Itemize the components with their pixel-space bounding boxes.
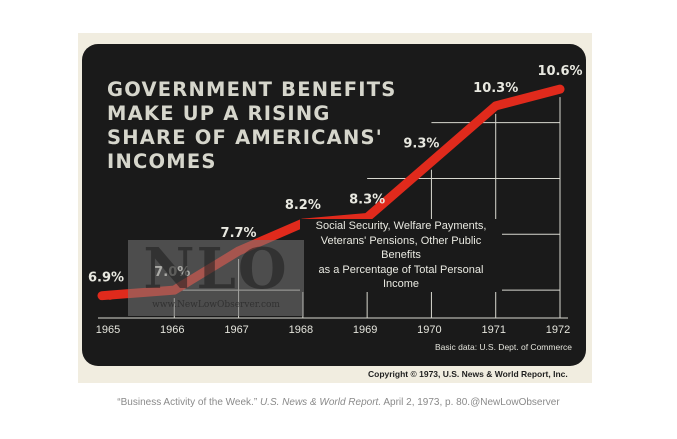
legend-line: as a Percentage of Total Personal Income [318,263,484,291]
title-line: SHARE OF AMERICANS' [107,126,383,149]
x-tick-label: 1968 [289,324,313,336]
data-point [491,101,500,111]
image-caption: “Business Activity of the Week.” U.S. Ne… [0,397,677,408]
nlo-watermark: NLO www.NewLowObserver.com [128,236,304,316]
x-tick-label: 1969 [353,324,377,336]
legend-line: Veterans' Pensions, Other Public Benefit… [320,234,482,262]
source-note: Basic data: U.S. Dept. of Commerce [435,342,572,352]
caption-publication: U.S. News & World Report. [259,397,382,408]
x-tick-label: 1967 [224,324,248,336]
x-tick-label: 1966 [160,324,184,336]
data-point [427,157,436,166]
x-tick-label: 1971 [481,324,505,336]
data-point [105,291,115,300]
caption-quote: “Business Activity of the Week.” [117,397,258,408]
watermark-logo: NLO [143,236,289,302]
data-label: 9.3% [403,137,439,152]
data-label: 10.6% [537,64,582,79]
chart-title: GOVERNMENT BENEFITS MAKE UP A RISING SHA… [107,78,397,174]
data-label: 7.7% [221,226,257,241]
caption-details: April 2, 1973, p. 80.@NewLowObserver [383,397,560,408]
title-line: MAKE UP A RISING [107,102,331,125]
title-line: GOVERNMENT BENEFITS [107,78,397,101]
x-tick-label: 1970 [417,324,441,336]
data-point [555,84,565,94]
chart-legend: Social Security, Welfare Payments, Veter… [300,219,502,292]
legend-line: Social Security, Welfare Payments, [315,220,487,232]
x-tick-label: 1972 [546,324,570,336]
data-label: 8.3% [349,193,385,208]
data-label: 8.2% [285,198,321,213]
watermark-url: www.NewLowObserver.com [152,300,280,310]
title-line: INCOMES [107,150,217,173]
x-tick-label: 1965 [96,324,120,336]
data-label: 10.3% [473,81,518,96]
copyright-notice: Copyright © 1973, U.S. News & World Repo… [368,369,568,379]
x-axis-ticks: 1965 1966 1967 1968 1969 1970 1971 1972 [96,324,570,336]
data-label: 6.9% [88,271,124,286]
